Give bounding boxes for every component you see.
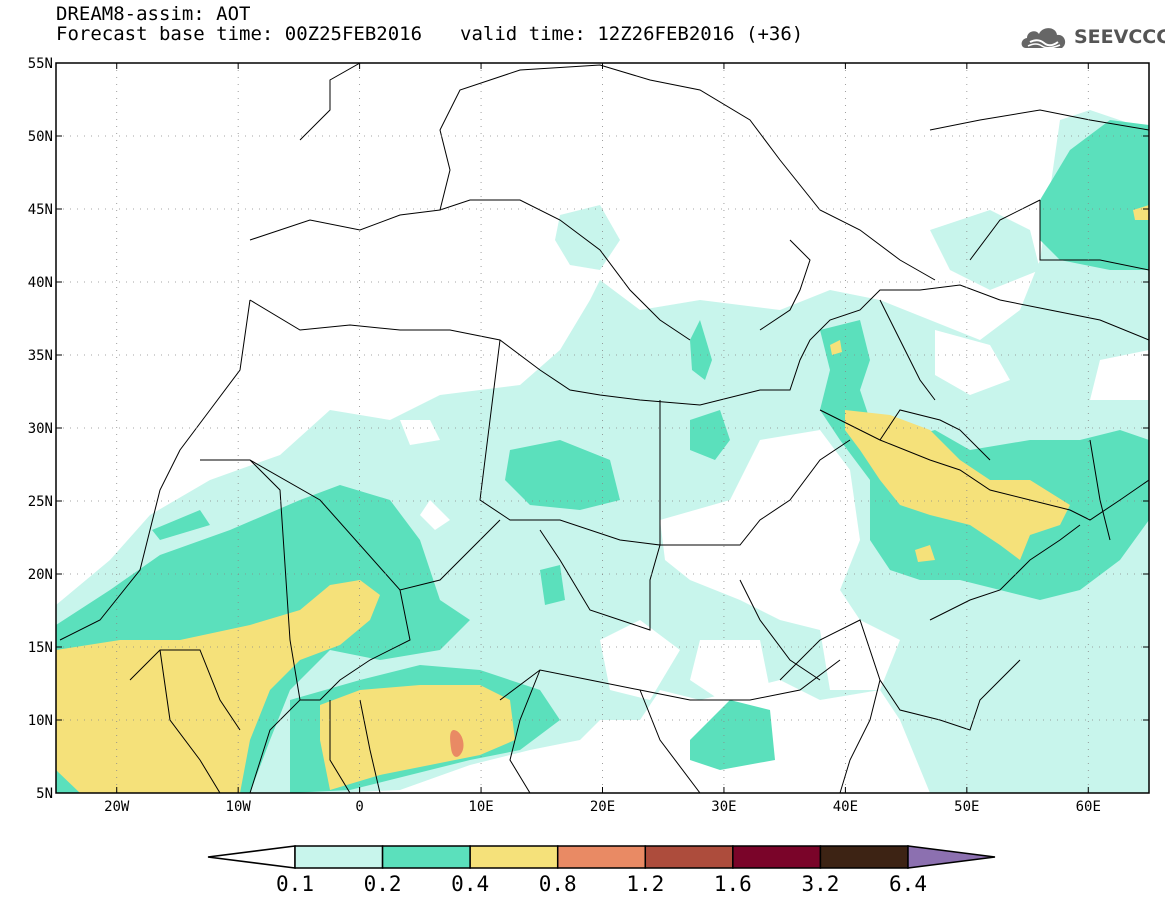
lat-label-50N: 50N xyxy=(28,129,53,145)
colorbar-tick-0.4: 0.4 xyxy=(451,872,489,896)
colorbar-labels: 0.1 0.2 0.4 0.8 1.2 1.6 3.2 6.4 xyxy=(276,872,927,896)
lon-label-50E: 50E xyxy=(954,799,979,815)
colorbar-tick-0.8: 0.8 xyxy=(539,872,577,896)
lon-label-60E: 60E xyxy=(1076,799,1101,815)
longitude-labels: 20W 10W 0 10E 20E 30E 40E 50E 60E xyxy=(104,799,1101,815)
colorbar-segment-5 xyxy=(644,845,734,869)
colorbar-under xyxy=(207,845,296,869)
lat-label-40N: 40N xyxy=(28,275,53,291)
colorbar-tick-6.4: 6.4 xyxy=(889,872,927,896)
axis-ticks xyxy=(56,62,1149,794)
lon-label-20W: 20W xyxy=(104,799,130,815)
colorbar-segment-7 xyxy=(819,845,909,869)
seevccc-logo: SEEVCCC xyxy=(1018,22,1165,52)
colorbar-segments xyxy=(207,845,996,869)
lat-label-30N: 30N xyxy=(28,421,53,437)
lat-label-5N: 5N xyxy=(36,786,53,802)
lat-lon-grid xyxy=(56,63,1149,793)
lat-label-35N: 35N xyxy=(28,348,53,364)
time-line: Forecast base time: 00Z25FEB2016 valid ti… xyxy=(56,24,803,44)
colorbar-tick-3.2: 3.2 xyxy=(801,872,839,896)
lat-label-15N: 15N xyxy=(28,640,53,656)
cloud-icon xyxy=(1021,28,1066,49)
colorbar-segment-2 xyxy=(381,845,471,869)
logo-text: SEEVCCC xyxy=(1074,26,1165,48)
aot-shade-0.4 xyxy=(56,205,1149,793)
chart-title: DREAM8-assim: AOT xyxy=(56,3,251,25)
lon-label-10E: 10E xyxy=(468,799,493,815)
colorbar-tick-1.6: 1.6 xyxy=(714,872,752,896)
aot-shade-0.8 xyxy=(450,730,464,757)
lat-label-55N: 55N xyxy=(28,56,53,72)
colorbar-segment-6 xyxy=(732,845,822,869)
lon-label-20E: 20E xyxy=(590,799,615,815)
colorbar-over xyxy=(907,845,996,869)
lon-label-0: 0 xyxy=(355,799,363,815)
colorbar-segment-4 xyxy=(556,845,647,869)
colorbar-segment-3 xyxy=(469,845,559,869)
latitude-labels: 55N 50N 45N 40N 35N 30N 25N 20N 15N 10N 5N xyxy=(28,56,53,802)
colorbar-tick-1.2: 1.2 xyxy=(626,872,664,896)
colorbar-segment-1 xyxy=(294,845,384,869)
lon-label-30E: 30E xyxy=(711,799,736,815)
lon-label-40E: 40E xyxy=(833,799,858,815)
lon-label-10W: 10W xyxy=(226,799,252,815)
lat-label-25N: 25N xyxy=(28,494,53,510)
forecast-base-time: Forecast base time: 00Z25FEB2016 xyxy=(56,23,423,45)
lat-label-20N: 20N xyxy=(28,567,53,583)
aot-clear-areas xyxy=(400,330,1149,700)
colorbar-tick-0.1: 0.1 xyxy=(276,872,314,896)
valid-time: valid time: 12Z26FEB2016 (+36) xyxy=(460,23,804,45)
lat-label-45N: 45N xyxy=(28,202,53,218)
colorbar-tick-0.2: 0.2 xyxy=(364,872,402,896)
lat-label-10N: 10N xyxy=(28,713,53,729)
